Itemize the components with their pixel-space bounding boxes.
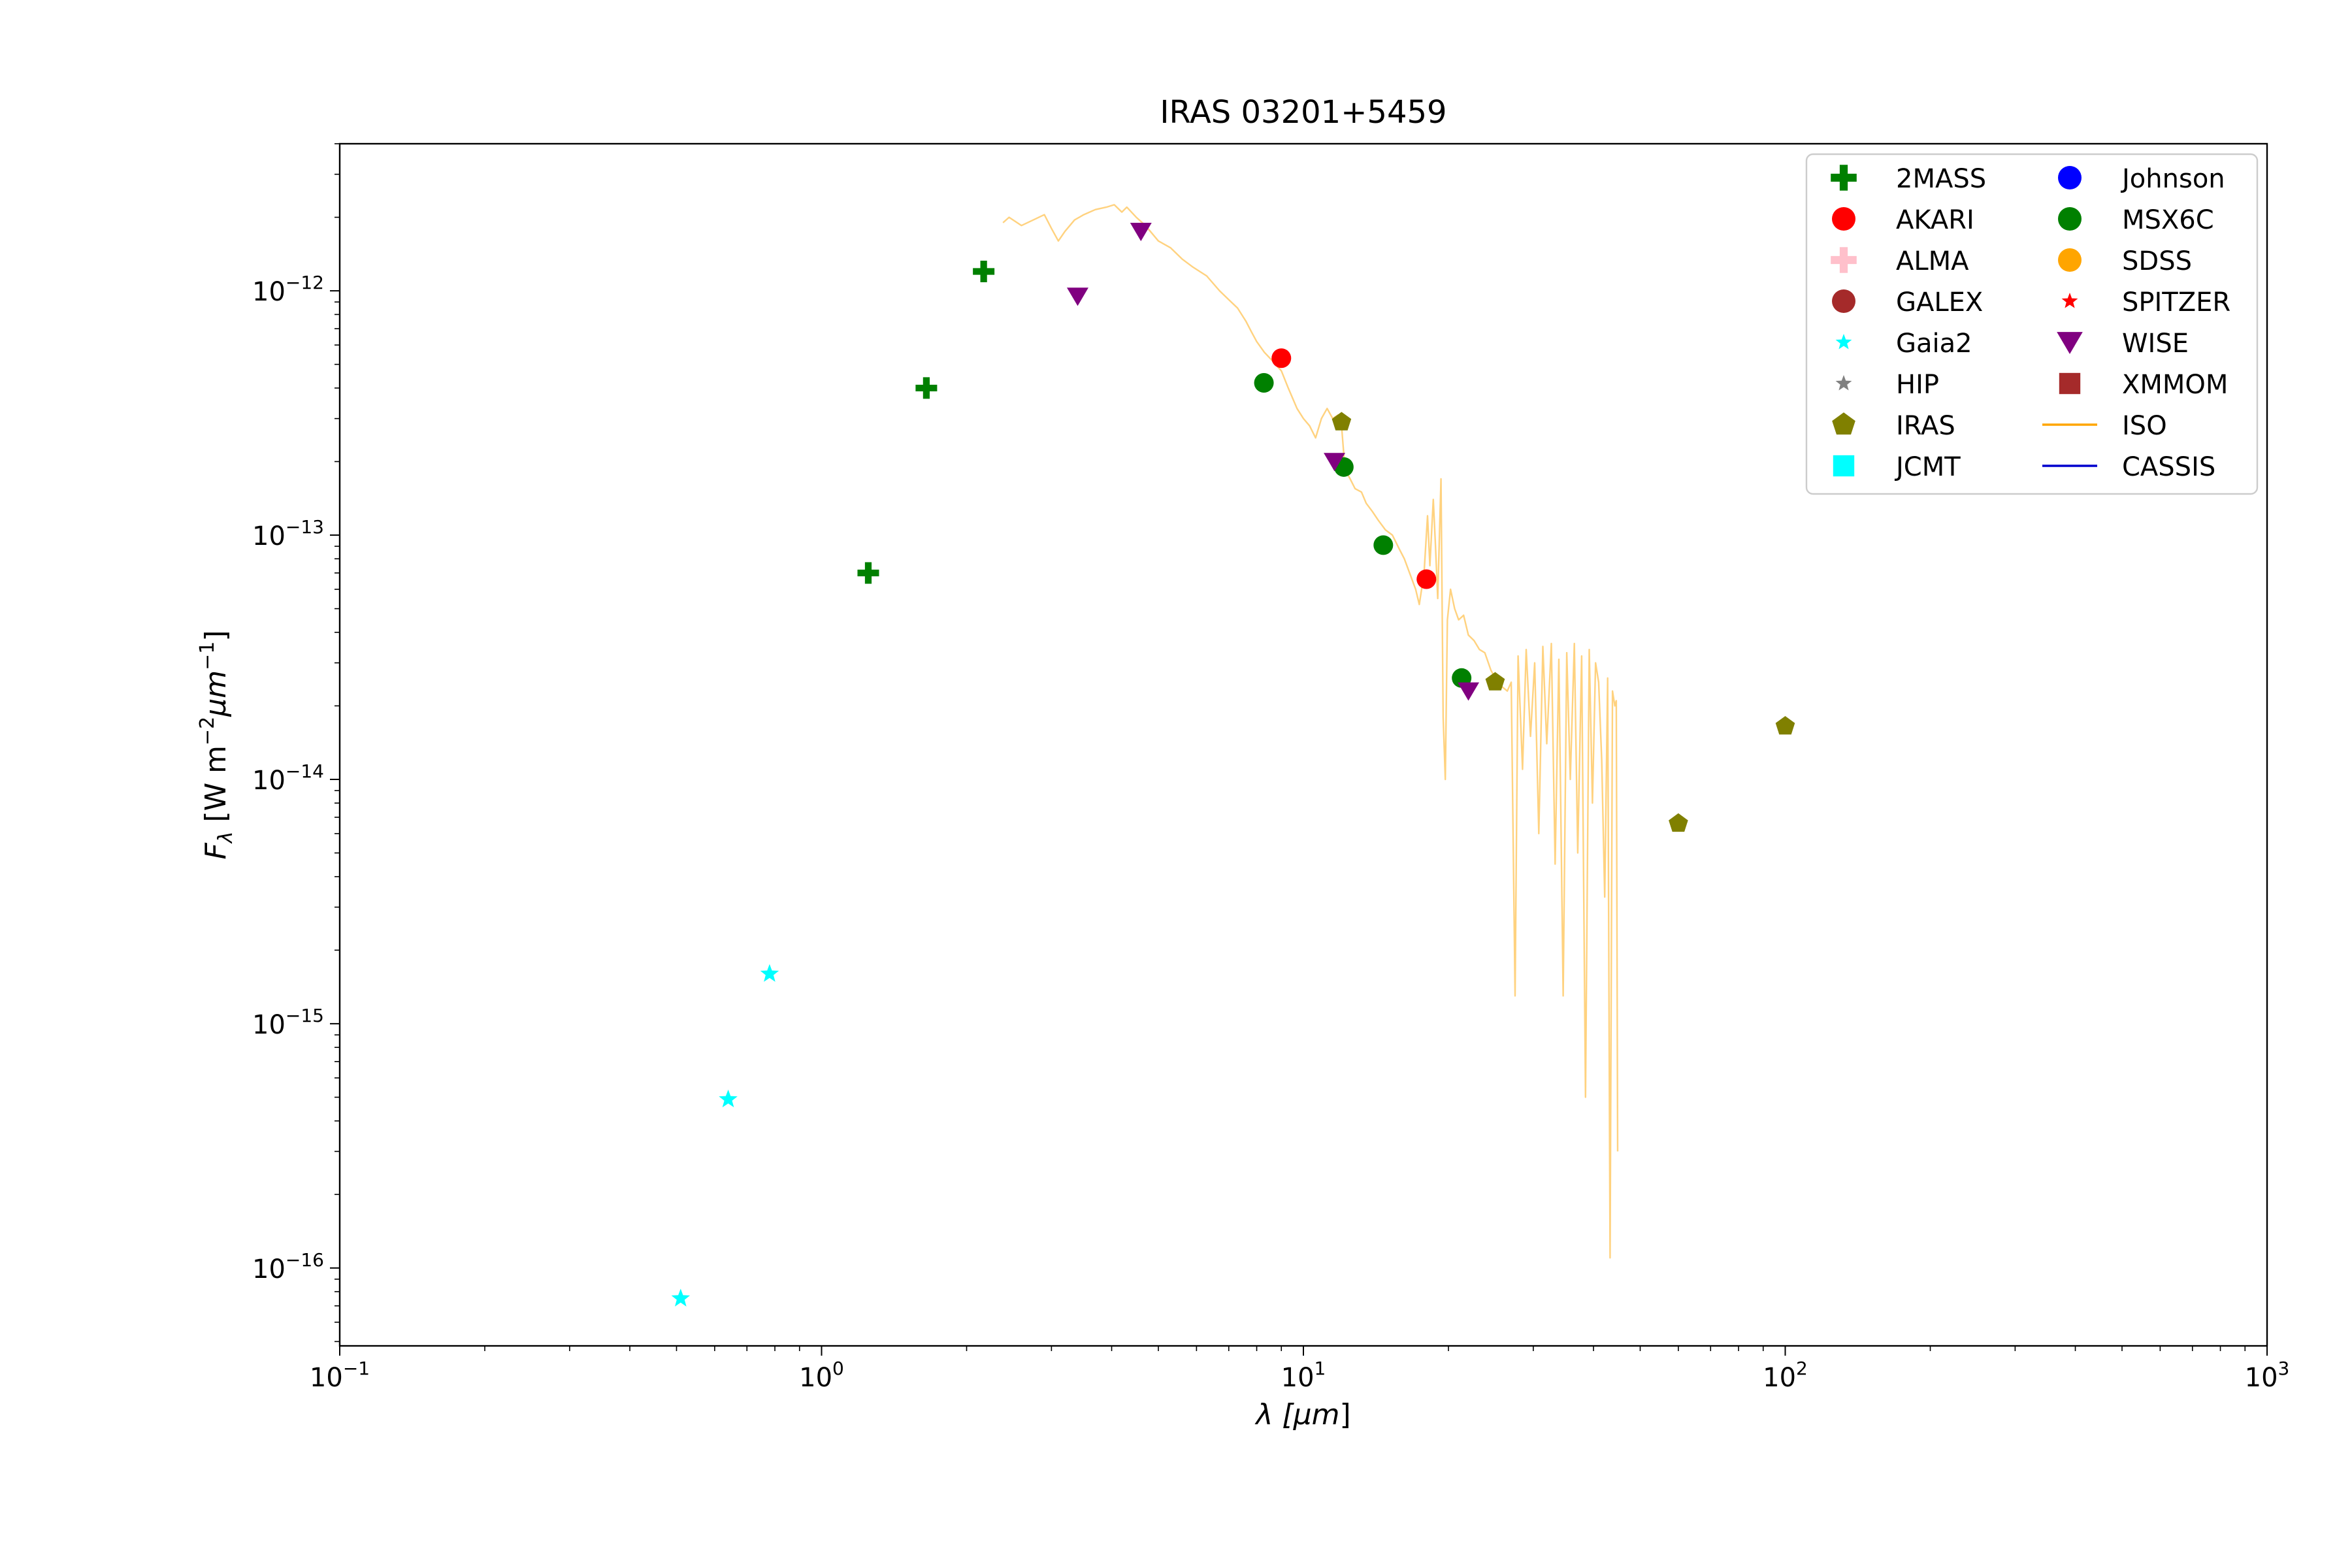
x-tick-label: 10−1 (310, 1358, 370, 1393)
legend-label-jcmt: JCMT (1894, 452, 1961, 482)
legend-marker-2mass (1831, 165, 1857, 191)
y-axis: 10−16 10−15 10−14 10−13 10−12 (252, 143, 340, 1343)
legend-label-sdss: SDSS (2122, 246, 2192, 276)
y-tick-label: 10−13 (252, 516, 324, 551)
wise-data-point (1130, 223, 1152, 242)
gaia2-data-point (719, 1089, 738, 1107)
wise-data-point (1066, 287, 1088, 306)
gaia2-data-point (760, 964, 779, 982)
akari-data-point (1271, 348, 1292, 368)
legend-marker-akari (1832, 207, 1855, 231)
y-tick-label: 10−16 (252, 1249, 324, 1284)
legend-marker-alma (1831, 247, 1857, 273)
iras-data-point (1775, 716, 1795, 735)
legend-label-hip: HIP (1896, 370, 1939, 400)
chart-title: IRAS 03201+5459 (1160, 94, 1446, 131)
2mass-data-point (915, 377, 938, 399)
legend-label-msx6c: MSX6C (2122, 205, 2214, 235)
gaia2-data-point (671, 1288, 691, 1307)
x-axis-label: λ [μm] (1254, 1398, 1350, 1431)
legend-entries: 2MASS AKARI ALMA GALEX Gaia2 HIP IRAS JCMT Johns… (1831, 164, 2230, 482)
x-tick-label: 102 (1763, 1358, 1808, 1393)
data-markers-layer (671, 223, 1795, 1307)
y-tick-label: 10−15 (252, 1005, 324, 1040)
y-axis-label: Fλ [W m−2μm−1] (196, 630, 237, 859)
x-axis: 10−1 100 101 102 103 (310, 1346, 2289, 1393)
legend-marker-xmmom (2059, 372, 2081, 395)
legend-label-2mass: 2MASS (1896, 164, 1986, 194)
legend-marker-wise (2057, 332, 2083, 354)
legend: 2MASS AKARI ALMA GALEX Gaia2 HIP IRAS JCMT Johns… (1805, 153, 2259, 495)
y-tick-label: 10−12 (252, 272, 324, 307)
legend-marker-jcmt (1833, 455, 1855, 477)
iras-data-point (1485, 672, 1505, 691)
legend-marker-galex (1832, 289, 1855, 313)
legend-marker-gaia2 (1835, 334, 1852, 350)
iras-data-point (1669, 813, 1688, 832)
legend-label-iso: ISO (2122, 411, 2167, 441)
legend-label-wise: WISE (2122, 329, 2189, 359)
legend-marker-hip (1835, 375, 1852, 391)
legend-label-cassis: CASSIS (2122, 452, 2215, 482)
legend-label-spitzer: SPITZER (2122, 287, 2230, 318)
msx6c-data-point (1254, 372, 1274, 393)
legend-marker-spitzer (2061, 293, 2078, 308)
iso-spectrum-line (1002, 204, 1619, 1259)
iras-data-point (1331, 412, 1352, 431)
x-tick-label: 101 (1281, 1358, 1326, 1393)
x-tick-label: 103 (2245, 1358, 2290, 1393)
iso-spectrum-layer (1002, 204, 1619, 1259)
legend-marker-sdss (2058, 248, 2082, 272)
legend-label-johnson: Johnson (2120, 164, 2225, 194)
akari-data-point (1416, 569, 1437, 589)
x-tick-label: 100 (799, 1358, 844, 1393)
2mass-data-point (857, 562, 879, 584)
legend-label-xmmom: XMMOM (2122, 370, 2228, 400)
legend-label-iras: IRAS (1896, 411, 1955, 441)
legend-marker-johnson (2058, 166, 2082, 189)
legend-marker-iras (1832, 412, 1855, 435)
legend-label-gaia2: Gaia2 (1896, 329, 1972, 359)
msx6c-data-point (1373, 535, 1394, 555)
2mass-data-point (973, 261, 995, 283)
legend-label-alma: ALMA (1896, 246, 1969, 276)
legend-box (1805, 153, 2259, 495)
y-tick-label: 10−14 (252, 760, 324, 796)
wise-data-point (1324, 453, 1346, 472)
legend-marker-msx6c (2058, 207, 2082, 231)
legend-label-akari: AKARI (1896, 205, 1974, 235)
legend-label-galex: GALEX (1896, 287, 1983, 318)
wise-data-point (1458, 682, 1480, 701)
